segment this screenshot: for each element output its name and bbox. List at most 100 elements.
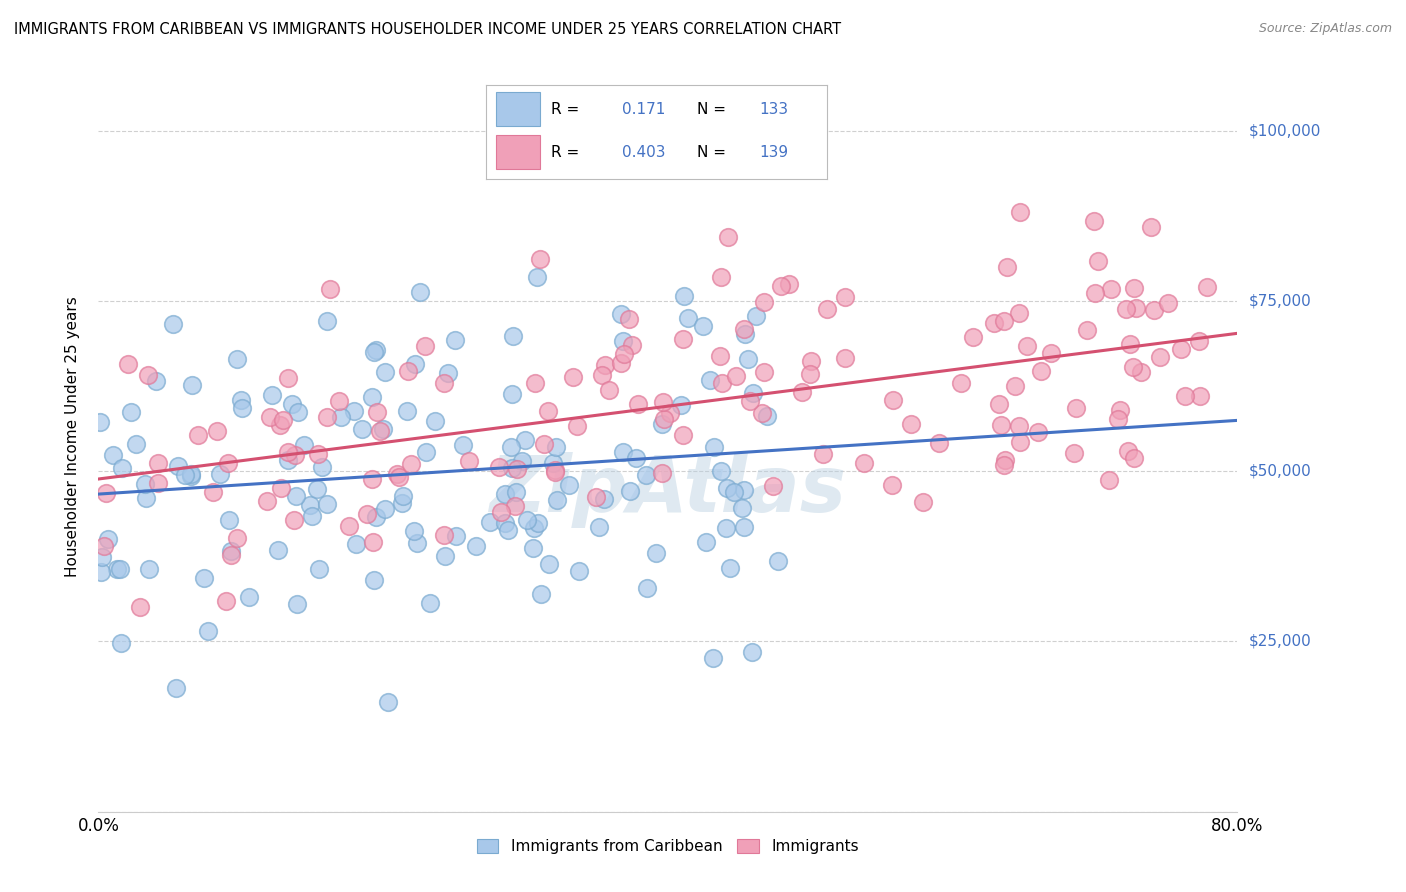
Point xyxy=(610,307,633,321)
Point xyxy=(1174,389,1197,403)
Point xyxy=(1119,337,1142,351)
Point xyxy=(737,352,759,367)
Point xyxy=(912,495,935,509)
Point xyxy=(146,456,169,470)
Point xyxy=(537,404,560,418)
Point xyxy=(437,366,460,380)
Text: $75,000: $75,000 xyxy=(1249,293,1312,309)
Point xyxy=(259,409,281,424)
Point xyxy=(652,394,675,409)
Point xyxy=(1026,425,1049,440)
Point xyxy=(193,571,215,585)
Point xyxy=(281,396,304,410)
Point xyxy=(676,310,699,325)
Point xyxy=(741,385,763,400)
Point xyxy=(374,366,396,380)
Point xyxy=(197,624,219,639)
Point xyxy=(364,509,387,524)
Point xyxy=(733,519,755,533)
Point xyxy=(374,502,396,516)
Point xyxy=(315,314,337,328)
Point xyxy=(377,695,399,709)
Point xyxy=(1123,281,1146,295)
Point xyxy=(328,394,350,409)
Point xyxy=(1125,301,1147,316)
Point xyxy=(458,454,481,468)
Point xyxy=(1109,403,1132,417)
Point xyxy=(673,289,696,303)
Point xyxy=(451,438,474,452)
Point xyxy=(101,448,124,462)
Point xyxy=(187,428,209,442)
Point xyxy=(1008,204,1031,219)
Point xyxy=(962,330,984,344)
Point xyxy=(501,460,523,475)
Point xyxy=(800,353,823,368)
Point xyxy=(277,445,299,459)
Point xyxy=(745,309,768,323)
Point xyxy=(619,311,641,326)
Point xyxy=(1118,444,1140,458)
Point xyxy=(270,481,292,495)
Point xyxy=(396,364,419,378)
Point xyxy=(733,483,755,498)
Point xyxy=(752,294,775,309)
Point xyxy=(733,322,755,336)
Point xyxy=(506,462,529,476)
Point xyxy=(444,529,467,543)
Point xyxy=(738,393,761,408)
Point xyxy=(1063,446,1085,460)
Point xyxy=(562,369,585,384)
Point xyxy=(350,422,373,436)
Point xyxy=(591,368,613,382)
Point xyxy=(515,514,537,528)
Point xyxy=(993,452,1015,467)
Point xyxy=(1087,253,1109,268)
Point xyxy=(97,533,120,547)
Point xyxy=(612,334,634,349)
Point xyxy=(792,384,814,399)
Point xyxy=(709,349,731,363)
Text: $50,000: $50,000 xyxy=(1249,464,1312,479)
Point xyxy=(717,229,740,244)
Point xyxy=(1097,473,1119,487)
Point xyxy=(585,490,607,504)
Point xyxy=(1084,285,1107,300)
Point xyxy=(1008,419,1031,434)
Point xyxy=(834,289,856,303)
Point xyxy=(356,508,378,522)
Point xyxy=(900,417,922,432)
Point xyxy=(565,418,588,433)
Point xyxy=(221,544,243,558)
Text: ZipAtlas: ZipAtlas xyxy=(489,451,846,527)
Point xyxy=(128,600,150,615)
Point xyxy=(387,467,409,481)
Point xyxy=(404,357,426,371)
Point xyxy=(388,470,411,484)
Point xyxy=(692,318,714,333)
Point xyxy=(725,368,748,383)
Point xyxy=(361,534,384,549)
Point xyxy=(1076,323,1098,337)
Point xyxy=(637,581,659,595)
Point xyxy=(651,466,673,480)
Point xyxy=(201,484,224,499)
Point xyxy=(134,477,156,491)
Point xyxy=(180,467,202,482)
Point xyxy=(399,457,422,471)
Point xyxy=(1017,339,1039,353)
Point xyxy=(1188,334,1211,348)
Point xyxy=(544,463,567,477)
Point xyxy=(880,478,903,492)
Y-axis label: Householder Income Under 25 years: Householder Income Under 25 years xyxy=(65,297,80,577)
Point xyxy=(523,521,546,535)
Point xyxy=(165,681,187,695)
Point xyxy=(287,405,309,419)
Point xyxy=(405,535,427,549)
Point xyxy=(225,351,247,366)
Point xyxy=(330,409,353,424)
Point xyxy=(343,404,366,418)
Point xyxy=(337,518,360,533)
Point xyxy=(593,492,616,507)
Point xyxy=(395,403,418,417)
